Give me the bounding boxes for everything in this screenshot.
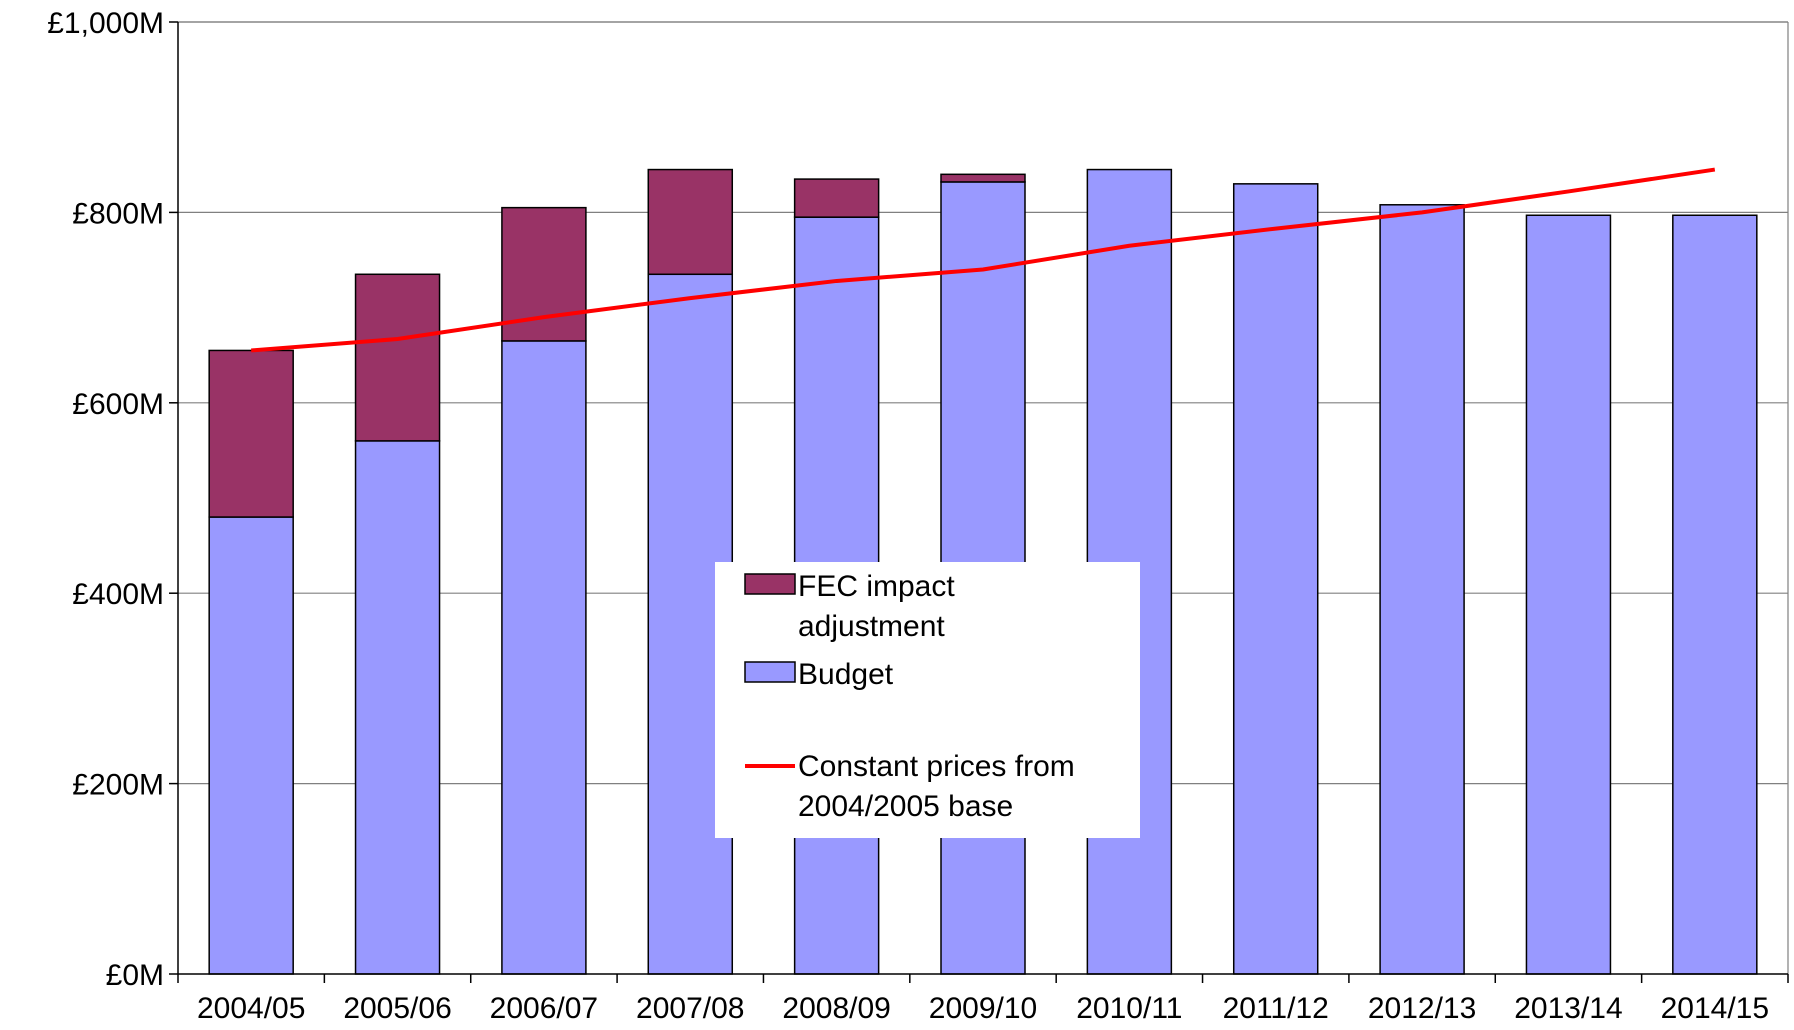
bar-fec-adjustment [354, 273, 441, 442]
y-tick-label: £600M [72, 388, 164, 421]
x-tick-label: 2005/06 [343, 992, 451, 1025]
bar-budget [1232, 183, 1319, 975]
legend: FEC impact adjustment Budget Constant price… [715, 562, 1140, 838]
legend-box [715, 562, 1140, 838]
bar-fec-adjustment [208, 349, 294, 518]
x-tick-label: 2011/12 [1223, 992, 1329, 1025]
bar-budget [208, 516, 294, 975]
bar-budget [1379, 204, 1465, 975]
bar-budget [501, 340, 587, 975]
y-tick-label: £400M [72, 578, 164, 611]
y-tick-label: £1,000M [47, 7, 164, 40]
legend-label: FEC impact [798, 570, 955, 603]
legend-label: Budget [798, 658, 894, 691]
line-series [251, 167, 1716, 353]
y-tick-label: £0M [106, 959, 164, 992]
bar-budget [1525, 214, 1612, 975]
x-tick-label: 2009/10 [929, 992, 1037, 1025]
x-tick-label: 2006/07 [490, 992, 598, 1025]
bars [208, 168, 1758, 975]
bar-fec-adjustment [647, 168, 734, 276]
legend-label: adjustment [798, 610, 945, 643]
legend-label: 2004/2005 base [798, 790, 1013, 823]
y-tick-label: £800M [72, 197, 164, 230]
x-tick-label: 2004/05 [197, 992, 305, 1025]
y-tick-label: £200M [72, 769, 164, 802]
axes [169, 21, 1789, 983]
legend-swatch-bar [744, 661, 796, 683]
legend-label: Constant prices from [798, 750, 1075, 783]
x-tick-label: 2012/13 [1368, 992, 1476, 1025]
tick-labels: £0M £200M £400M £600M £800M £1,000M 2004/05 200… [47, 7, 1769, 1025]
x-tick-label: 2013/14 [1514, 992, 1622, 1025]
bar-budget [1672, 214, 1758, 975]
x-tick-label: 2008/09 [782, 992, 890, 1025]
bar-fec-adjustment [793, 178, 880, 218]
x-tick-label: 2014/15 [1661, 992, 1769, 1025]
legend-swatch-bar [744, 573, 796, 595]
x-tick-label: 2010/11 [1076, 992, 1182, 1025]
bar-fec-adjustment [940, 173, 1026, 183]
bar-budget [354, 440, 441, 975]
x-tick-label: 2007/08 [636, 992, 744, 1025]
